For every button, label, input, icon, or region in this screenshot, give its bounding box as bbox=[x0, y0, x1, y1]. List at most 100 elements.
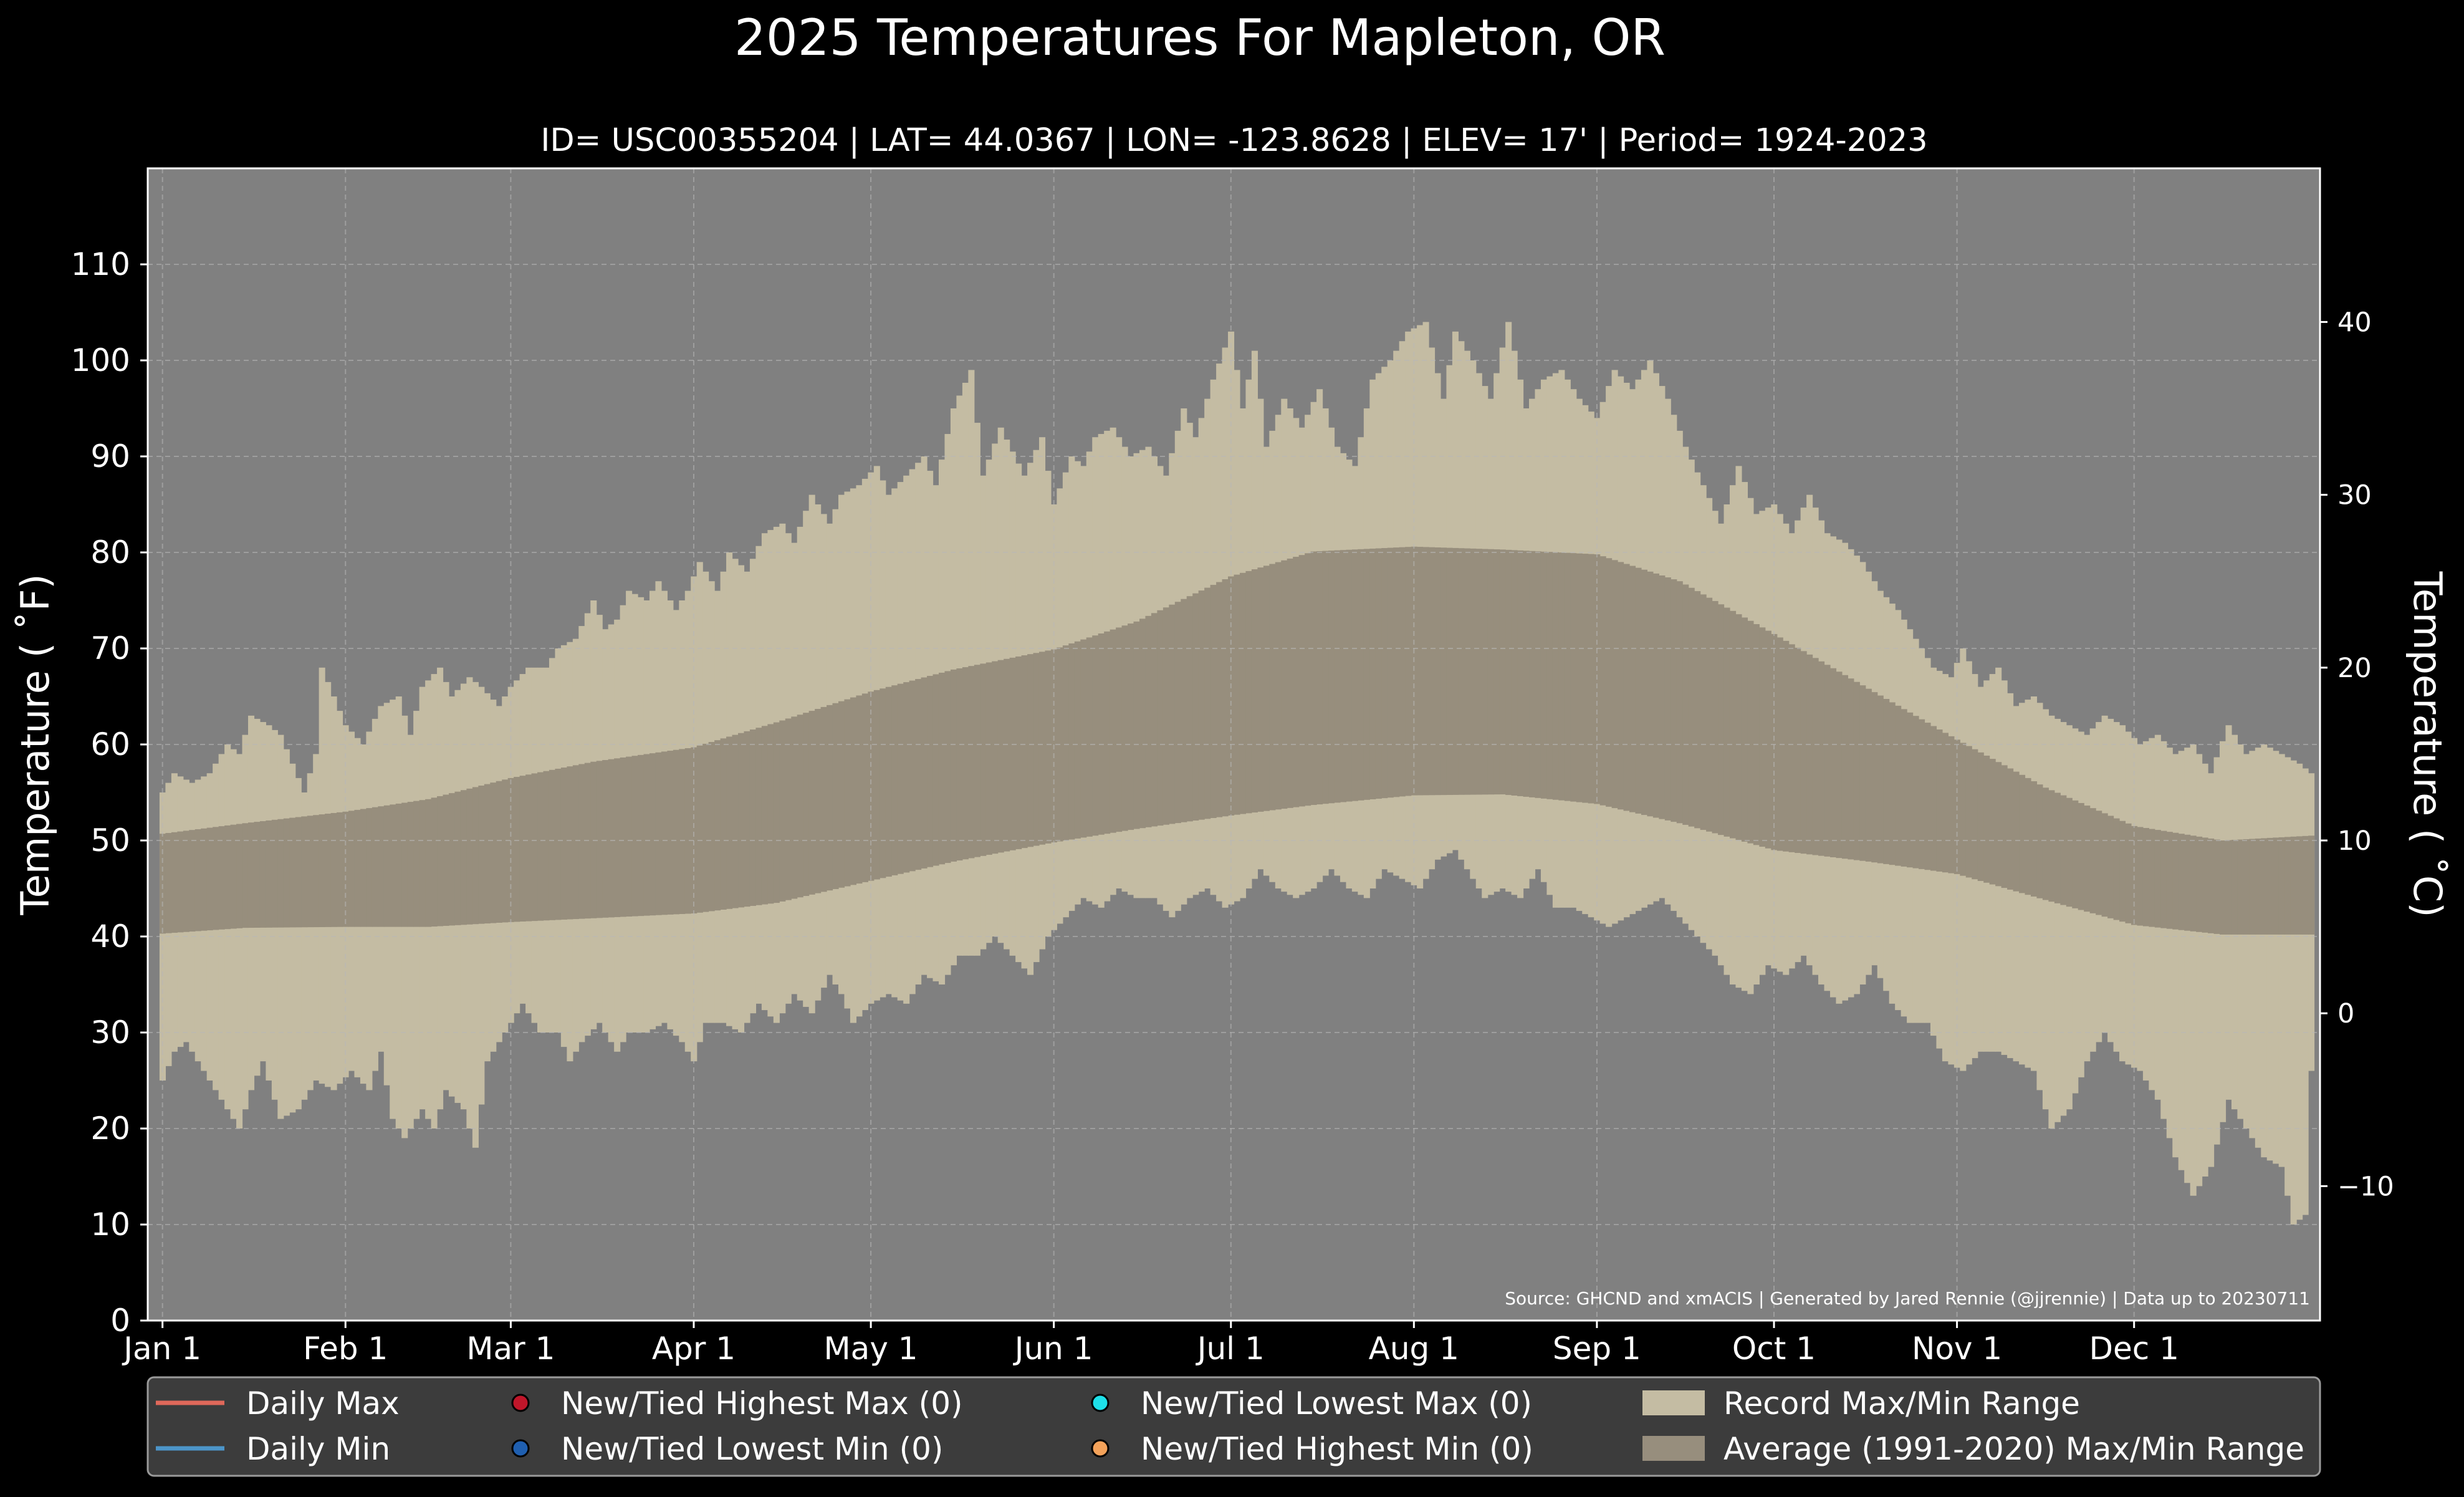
average-range-bar bbox=[2048, 790, 2055, 902]
average-range-bar bbox=[2101, 813, 2108, 917]
legend-label: New/Tied Highest Min (0) bbox=[1141, 1431, 1533, 1467]
average-range-bar bbox=[827, 705, 833, 891]
average-range-bar bbox=[2001, 765, 2008, 888]
average-range-bar bbox=[897, 683, 904, 874]
average-range-bar bbox=[1517, 550, 1524, 796]
average-range-bar bbox=[560, 768, 567, 920]
record-range-bar bbox=[2042, 709, 2049, 1110]
average-range-bar bbox=[2072, 800, 2079, 908]
record-range-bar bbox=[2213, 757, 2220, 1145]
average-range-bar bbox=[1771, 633, 1778, 850]
average-range-bar bbox=[815, 709, 822, 893]
average-range-bar bbox=[1960, 743, 1967, 876]
average-range-bar bbox=[1475, 549, 1482, 795]
average-range-bar bbox=[1688, 587, 1695, 827]
average-range-bar bbox=[2208, 838, 2215, 933]
average-range-bar bbox=[956, 668, 963, 861]
average-range-bar bbox=[514, 777, 520, 922]
average-range-bar bbox=[1907, 712, 1914, 868]
average-range-bar bbox=[413, 801, 420, 927]
average-range-bar bbox=[277, 819, 284, 928]
average-range-bar bbox=[1912, 716, 1919, 869]
average-range-bar bbox=[1493, 549, 1500, 795]
record-range-bar bbox=[301, 792, 308, 1100]
average-range-bar bbox=[696, 745, 703, 913]
y-tick-label: 110 bbox=[71, 246, 130, 282]
average-range-bar bbox=[1535, 551, 1541, 798]
average-range-bar bbox=[2036, 784, 2043, 898]
average-range-bar bbox=[2160, 830, 2167, 928]
y-tick-label: 60 bbox=[90, 726, 130, 763]
average-range-bar bbox=[1676, 581, 1683, 824]
legend-dot-swatch bbox=[1091, 1394, 1110, 1412]
average-range-bar bbox=[767, 724, 774, 904]
average-range-bar bbox=[997, 660, 1004, 853]
average-range-bar bbox=[1027, 654, 1034, 847]
average-range-bar bbox=[348, 811, 355, 927]
record-range-bar bbox=[2243, 754, 2250, 1129]
average-range-bar bbox=[478, 786, 485, 924]
average-range-bar bbox=[1062, 645, 1069, 840]
x-tick-label: Aug 1 bbox=[1369, 1331, 1459, 1367]
legend-label: Record Max/Min Range bbox=[1723, 1385, 2080, 1422]
average-range-bar bbox=[1369, 548, 1376, 799]
average-range-bar bbox=[171, 832, 178, 933]
average-range-bar bbox=[803, 713, 810, 897]
y-tick-label: 20 bbox=[90, 1110, 130, 1147]
average-range-bar bbox=[519, 776, 526, 922]
average-range-bar bbox=[2261, 838, 2268, 935]
average-range-bar bbox=[643, 754, 650, 916]
average-range-bar bbox=[1204, 587, 1211, 819]
average-range-bar bbox=[1293, 557, 1300, 807]
average-range-bar bbox=[797, 715, 803, 898]
average-range-bar bbox=[543, 771, 550, 921]
legend-dot-swatch bbox=[511, 1394, 530, 1412]
average-range-bar bbox=[1251, 569, 1258, 813]
average-range-bar bbox=[337, 812, 343, 927]
average-range-bar bbox=[1269, 564, 1276, 811]
average-range-bar bbox=[454, 791, 461, 925]
average-range-bar bbox=[460, 790, 467, 925]
average-range-bar bbox=[708, 742, 715, 912]
average-range-bar bbox=[1759, 627, 1766, 847]
average-range-bar bbox=[1848, 678, 1854, 860]
average-range-bar bbox=[968, 666, 975, 859]
average-range-bar bbox=[2278, 837, 2285, 935]
average-range-bar bbox=[1972, 749, 1978, 880]
average-range-bar bbox=[773, 722, 780, 903]
average-range-bar bbox=[1783, 640, 1790, 852]
average-range-bar bbox=[1659, 575, 1666, 819]
average-range-bar bbox=[1104, 631, 1111, 834]
average-range-bar bbox=[950, 669, 957, 862]
average-range-bar bbox=[1186, 596, 1193, 822]
average-range-bar bbox=[1836, 671, 1843, 859]
average-range-bar bbox=[2172, 832, 2179, 930]
average-range-bar bbox=[1399, 547, 1406, 797]
average-range-bar bbox=[431, 797, 438, 927]
average-range-bar bbox=[1110, 629, 1116, 833]
average-range-bar bbox=[177, 831, 184, 933]
average-range-bar bbox=[1287, 558, 1293, 808]
average-range-bar bbox=[1795, 647, 1801, 854]
average-range-bar bbox=[1889, 702, 1896, 865]
average-range-bar bbox=[1417, 547, 1424, 796]
average-range-bar bbox=[915, 679, 922, 870]
average-range-bar bbox=[691, 747, 697, 914]
average-range-bar bbox=[1128, 623, 1134, 830]
average-range-bar bbox=[2025, 777, 2031, 895]
legend: Daily Max Daily Min New/Tied Highest Max (… bbox=[146, 1376, 2321, 1477]
average-range-bar bbox=[1021, 655, 1028, 849]
record-range-bar bbox=[2284, 757, 2291, 1196]
average-range-bar bbox=[2119, 821, 2126, 922]
record-range-bar bbox=[2273, 751, 2279, 1164]
average-range-bar bbox=[289, 817, 296, 928]
average-range-bar bbox=[372, 807, 378, 927]
average-range-bar bbox=[1009, 657, 1016, 850]
average-range-bar bbox=[673, 749, 679, 915]
average-range-bar bbox=[1116, 627, 1123, 832]
average-range-bar bbox=[631, 756, 638, 917]
average-range-bar bbox=[1239, 572, 1247, 814]
average-range-bar bbox=[578, 764, 585, 919]
average-range-bar bbox=[567, 766, 573, 920]
average-range-bar bbox=[1375, 548, 1382, 799]
